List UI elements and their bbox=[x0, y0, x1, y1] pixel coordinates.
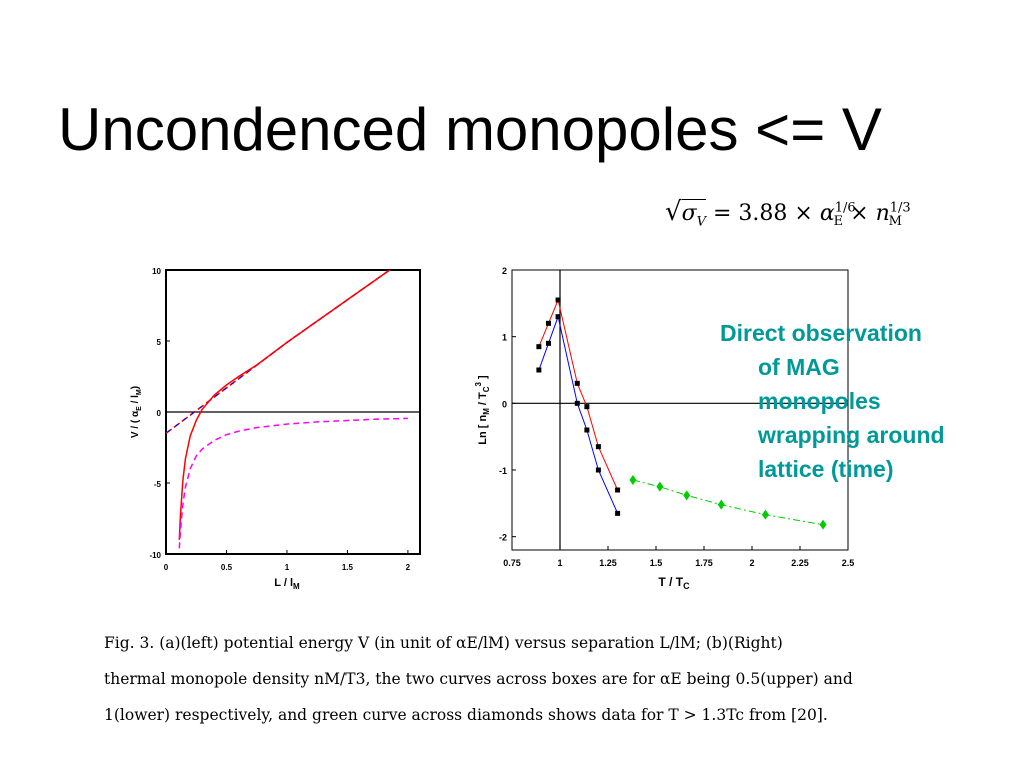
data-point bbox=[555, 297, 561, 303]
data-point bbox=[717, 499, 725, 510]
times-symbol: × bbox=[794, 201, 813, 226]
data-point bbox=[615, 487, 621, 493]
y-tick-label: 2 bbox=[502, 266, 507, 276]
x-tick-label: 0 bbox=[164, 563, 169, 572]
data-point bbox=[584, 427, 590, 433]
y-tick-label: 5 bbox=[157, 338, 162, 347]
y-tick-label: 0 bbox=[502, 399, 507, 409]
x-tick-label: 2.25 bbox=[791, 558, 809, 568]
x-tick-label: 2 bbox=[406, 563, 411, 572]
slide-title: Uncondenced monopoles <= V bbox=[58, 96, 882, 163]
x-tick-label: 1 bbox=[285, 563, 290, 572]
data-point bbox=[656, 481, 664, 492]
x-tick-label: 1.75 bbox=[695, 558, 713, 568]
sqrt-symbol: √ bbox=[665, 197, 682, 227]
y-tick-label: -5 bbox=[154, 480, 162, 489]
data-point bbox=[536, 367, 542, 373]
left-chart: 0 0.5 1 1.5 2 -10 -5 0 5 10 L / lM V / ( αE / lM) bbox=[130, 267, 421, 591]
alpha-symbol: α bbox=[819, 201, 835, 226]
annotation-line: lattice (time) bbox=[758, 456, 894, 482]
formula-coefficient: 3.88 bbox=[738, 201, 788, 226]
x-tick-label: 1 bbox=[557, 558, 562, 568]
left-chart-ylabel: V / ( αE / lM) bbox=[130, 386, 143, 438]
data-point bbox=[595, 467, 601, 473]
left-chart-xlabel: L / lM bbox=[274, 577, 300, 591]
series-line bbox=[632, 479, 824, 526]
data-point bbox=[574, 380, 580, 386]
x-tick-label: 2 bbox=[749, 558, 754, 568]
y-tick-label: -1 bbox=[499, 466, 507, 476]
right-chart-frame bbox=[511, 269, 849, 551]
right-chart: 0.75 1 1.25 1.5 1.75 2 2.25 2.5 -2 -1 0 1 2 T / TC L… bbox=[474, 266, 854, 591]
alpha-exponent: 1/6 bbox=[834, 200, 856, 216]
data-point bbox=[545, 320, 551, 326]
caption-line: 1(lower) respectively, and green curve a… bbox=[104, 706, 828, 724]
x-tick-label: 2.5 bbox=[842, 558, 855, 568]
series-line bbox=[538, 314, 619, 514]
data-point bbox=[536, 344, 542, 350]
right-chart-xlabel: T / TC bbox=[658, 575, 690, 591]
times-symbol: × bbox=[850, 201, 869, 226]
right-chart-ylabel: Ln [ nM / TC3 ] bbox=[474, 375, 491, 445]
data-point bbox=[683, 490, 691, 501]
data-point bbox=[761, 509, 769, 520]
alpha-subscript: E bbox=[833, 214, 844, 230]
data-point bbox=[595, 444, 601, 450]
annotation-line: Direct observation bbox=[720, 320, 922, 346]
data-point bbox=[819, 519, 827, 530]
sigma-subscript: V bbox=[696, 214, 706, 230]
n-exponent: 1/3 bbox=[889, 200, 911, 216]
annotation-text: Direct observation of MAG monopoles wrap… bbox=[720, 316, 1010, 486]
series-line bbox=[178, 417, 408, 549]
x-tick-label: 0.75 bbox=[503, 558, 521, 568]
y-tick-label: -2 bbox=[499, 533, 507, 543]
data-point bbox=[629, 475, 637, 485]
data-point bbox=[615, 510, 621, 516]
annotation-line: monopoles bbox=[758, 388, 881, 414]
series-line bbox=[178, 270, 392, 540]
y-tick-label: 1 bbox=[502, 333, 507, 343]
series-line bbox=[538, 298, 619, 491]
n-subscript: M bbox=[888, 214, 902, 230]
x-tick-label: 0.5 bbox=[221, 563, 233, 572]
data-point bbox=[574, 400, 580, 406]
caption-line: Fig. 3. (a)(left) potential energy V (in… bbox=[104, 634, 783, 652]
n-symbol: n bbox=[875, 201, 890, 226]
y-tick-label: 0 bbox=[157, 409, 162, 418]
figure-caption: Fig. 3. (a)(left) potential energy V (in… bbox=[104, 628, 884, 736]
series-line bbox=[166, 270, 392, 434]
data-point bbox=[545, 340, 551, 346]
x-tick-label: 1.25 bbox=[599, 558, 617, 568]
caption-line: thermal monopole density nM/T3, the two … bbox=[104, 670, 853, 688]
data-point bbox=[555, 314, 561, 320]
data-point bbox=[584, 404, 590, 410]
annotation-line: of MAG bbox=[758, 354, 840, 380]
string-tension-formula: √σV = 3.88 × α1/6E × n1/3M bbox=[665, 197, 911, 230]
annotation-line: wrapping around bbox=[758, 422, 945, 448]
y-tick-label: 10 bbox=[152, 267, 161, 276]
x-tick-label: 1.5 bbox=[650, 558, 663, 568]
x-tick-label: 1.5 bbox=[342, 563, 354, 572]
y-tick-label: -10 bbox=[149, 551, 161, 560]
